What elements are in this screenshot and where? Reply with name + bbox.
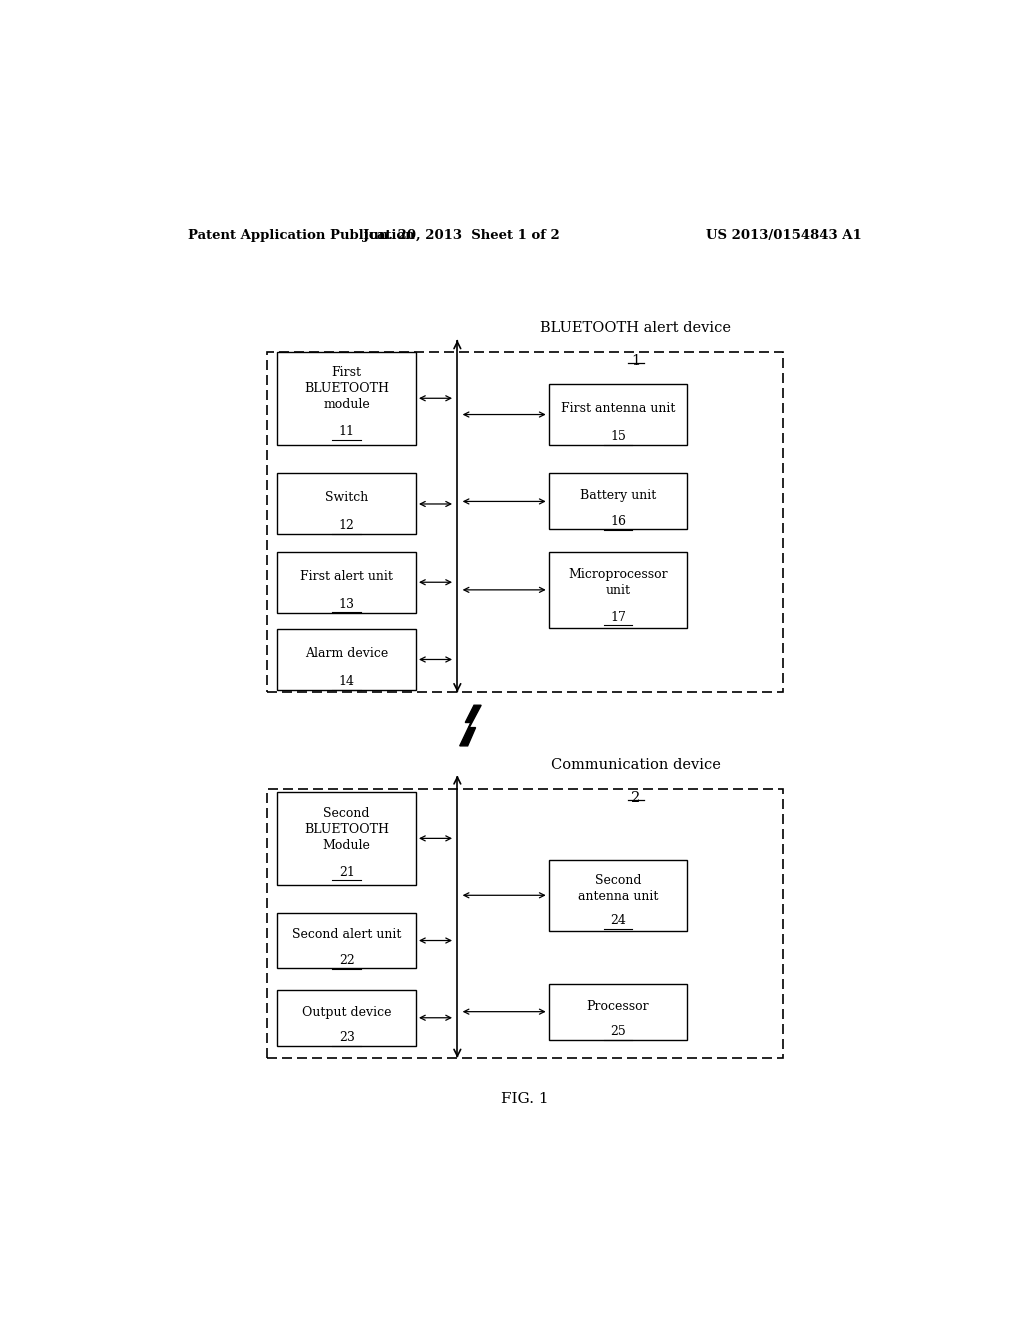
Bar	[278, 792, 416, 886]
Text: 17: 17	[610, 611, 626, 624]
Text: First
BLUETOOTH
module: First BLUETOOTH module	[304, 367, 389, 412]
Text: Alarm device: Alarm device	[305, 647, 388, 660]
Bar	[549, 474, 687, 529]
Text: 13: 13	[339, 598, 354, 611]
Text: First alert unit: First alert unit	[300, 570, 393, 582]
Text: FIG. 1: FIG. 1	[501, 1092, 549, 1106]
Text: US 2013/0154843 A1: US 2013/0154843 A1	[707, 230, 862, 242]
Text: 11: 11	[339, 425, 354, 438]
Text: BLUETOOTH alert device: BLUETOOTH alert device	[541, 321, 731, 335]
Text: 16: 16	[610, 515, 626, 528]
Text: Second
BLUETOOTH
Module: Second BLUETOOTH Module	[304, 807, 389, 851]
Text: 12: 12	[339, 520, 354, 532]
Text: Second alert unit: Second alert unit	[292, 928, 401, 941]
Bar	[278, 990, 416, 1045]
Text: Second
antenna unit: Second antenna unit	[578, 874, 658, 903]
Text: Battery unit: Battery unit	[580, 490, 656, 503]
Text: 21: 21	[339, 866, 354, 879]
Bar	[549, 983, 687, 1040]
Text: 24: 24	[610, 915, 626, 928]
Text: Switch: Switch	[325, 491, 369, 504]
Text: 23: 23	[339, 1031, 354, 1044]
Bar	[267, 788, 782, 1057]
Bar	[278, 630, 416, 690]
Text: 1: 1	[632, 354, 640, 367]
Text: Patent Application Publication: Patent Application Publication	[187, 230, 415, 242]
Bar	[278, 912, 416, 969]
Polygon shape	[460, 705, 481, 746]
Text: Microprocessor
unit: Microprocessor unit	[568, 568, 668, 597]
Text: First antenna unit: First antenna unit	[561, 401, 675, 414]
Text: Output device: Output device	[302, 1006, 391, 1019]
Text: 15: 15	[610, 430, 626, 444]
Text: Jun. 20, 2013  Sheet 1 of 2: Jun. 20, 2013 Sheet 1 of 2	[362, 230, 560, 242]
Bar	[267, 351, 782, 692]
Text: 25: 25	[610, 1026, 626, 1039]
Text: 14: 14	[339, 675, 354, 688]
Bar	[549, 552, 687, 628]
Bar	[278, 474, 416, 535]
Bar	[549, 384, 687, 445]
Bar	[278, 351, 416, 445]
Text: 22: 22	[339, 954, 354, 968]
Text: Communication device: Communication device	[551, 758, 721, 772]
Bar	[278, 552, 416, 612]
Text: 2: 2	[631, 791, 641, 805]
Bar	[549, 859, 687, 931]
Text: Processor: Processor	[587, 999, 649, 1012]
